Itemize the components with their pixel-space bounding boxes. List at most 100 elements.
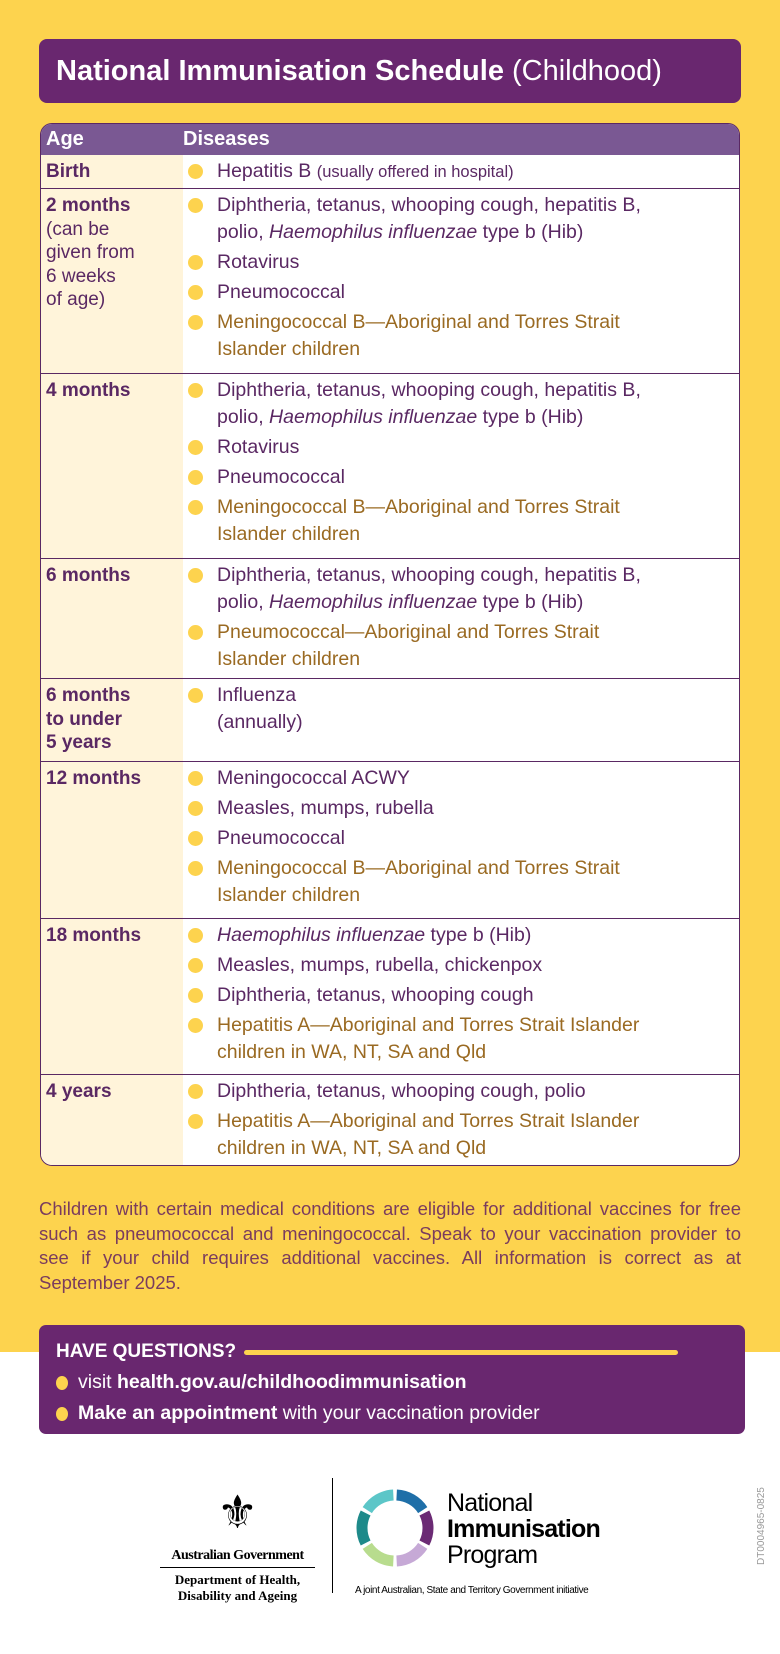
age-note: given from [46,242,135,263]
disease-segment: Islander children [217,338,361,360]
page-title: National Immunisation Schedule (Childhoo… [39,39,741,103]
disease-item: Meningococcal ACWY [183,765,739,792]
disease-segment: Meningococcal ACWY [217,767,410,789]
disease-line: Hepatitis A—Aboriginal and Torres Strait… [217,1012,639,1039]
website-link[interactable]: health.gov.au/childhoodimmunisation [117,1371,467,1393]
age-cell: 4 months [41,374,183,558]
disease-item: Diphtheria, tetanus, whooping cough, pol… [183,1078,739,1105]
disease-line: Islander children [217,646,599,673]
diseases-cell: Diphtheria, tetanus, whooping cough, hep… [183,374,739,558]
disease-segment: Diphtheria, tetanus, whooping cough, hep… [217,194,641,216]
disease-line: Meningococcal ACWY [217,765,410,792]
question-item-appointment: Make an appointment with your vaccinatio… [56,1402,745,1425]
disease-line: polio, Haemophilus influenzae type b (Hi… [217,219,641,246]
disease-segment: Diphtheria, tetanus, whooping cough, hep… [217,379,641,401]
disease-line: Islander children [217,336,620,363]
age-note: of age) [46,289,106,310]
disease-text: Rotavirus [217,434,299,461]
questions-heading: HAVE QUESTIONS? [56,1341,745,1363]
title-bold: National Immunisation Schedule [56,54,504,87]
age-note: (can be [46,218,110,240]
disease-item: Influenza (annually) [183,682,739,736]
disease-item: Measles, mumps, rubella, chickenpox [183,952,739,979]
disease-item: Rotavirus [183,249,739,276]
table-row: 4 years Diphtheria, tetanus, whooping cou… [41,1074,739,1165]
table-row: 6 months Diphtheria, tetanus, whooping co… [41,558,739,678]
disease-line: Hepatitis A—Aboriginal and Torres Strait… [217,1108,639,1135]
disease-segment: type b (Hib) [477,406,584,428]
disease-line: Diphtheria, tetanus, whooping cough [217,982,534,1009]
disease-item: Rotavirus [183,434,739,461]
bullet-icon [188,801,203,816]
disease-segment: Meningococcal B—Aboriginal and Torres St… [217,496,620,518]
disease-line: Meningococcal B—Aboriginal and Torres St… [217,855,620,882]
disease-line: Diphtheria, tetanus, whooping cough, hep… [217,192,641,219]
disease-segment: Measles, mumps, rubella [217,797,434,819]
table-header: Age Diseases [41,124,739,155]
age-cell: 18 months [41,919,183,1074]
disease-segment: children in WA, NT, SA and Qld [217,1041,487,1063]
bullet-icon [56,1406,68,1421]
diseases-cell: Diphtheria, tetanus, whooping cough, hep… [183,559,739,678]
disease-segment: Meningococcal B—Aboriginal and Torres St… [217,311,620,333]
disease-line: Rotavirus [217,434,299,461]
ring-segment [396,1542,428,1567]
bullet-icon [188,470,203,485]
age-label-line: to under [46,708,122,730]
disease-text: Pneumococcal [217,825,345,852]
disease-line: children in WA, NT, SA and Qld [217,1039,639,1066]
disease-text: Meningococcal B—Aboriginal and Torres St… [217,855,620,909]
gov-dept: Department of Health, Disability and Age… [174,1572,301,1603]
age-label: 2 months [46,195,131,216]
disease-segment: Haemophilus influenzae [217,924,426,946]
disease-segment: Pneumococcal [217,827,345,849]
diseases-cell: Hepatitis B (usually offered in hospital… [183,155,739,188]
disease-item: Meningococcal B—Aboriginal and Torres St… [183,309,739,363]
disease-segment: Meningococcal B—Aboriginal and Torres St… [217,857,620,879]
disease-segment: type b (Hib) [425,924,532,946]
disease-item: Diphtheria, tetanus, whooping cough, hep… [183,192,739,246]
disease-text: Pneumococcal—Aboriginal and Torres Strai… [217,619,599,673]
disease-line: children in WA, NT, SA and Qld [217,1135,639,1162]
questions-box: HAVE QUESTIONS? visit health.gov.au/chil… [39,1325,745,1434]
disease-segment: type b (Hib) [477,591,584,613]
disease-text: Diphtheria, tetanus, whooping cough, hep… [217,377,641,431]
disease-line: Islander children [217,882,620,909]
disease-text: Diphtheria, tetanus, whooping cough [217,982,534,1009]
disease-segment: Rotavirus [217,251,300,273]
ring-segment [362,1542,394,1567]
disease-text: Measles, mumps, rubella, chickenpox [217,952,542,979]
coat-of-arms-icon: ⚜ [216,1487,259,1538]
bullet-icon [56,1375,68,1390]
disease-segment: children in WA, NT, SA and Qld [217,1137,487,1159]
age-label: 6 months [46,565,131,586]
disease-item: Pneumococcal [183,279,739,306]
bullet-icon [188,568,203,583]
bullet-icon [188,285,203,300]
disease-text: Pneumococcal [217,279,345,306]
nip-name-3: Program [447,1541,538,1569]
disease-item: Meningococcal B—Aboriginal and Torres St… [183,855,739,909]
bullet-icon [188,315,203,330]
bullet-icon [188,1018,203,1033]
disease-segment: Haemophilus influenzae [269,591,478,613]
bullet-icon [188,988,203,1003]
disease-line: Pneumococcal—Aboriginal and Torres Strai… [217,619,599,646]
disease-segment: Measles, mumps, rubella, chickenpox [217,954,543,976]
disease-item: Meningococcal B—Aboriginal and Torres St… [183,494,739,548]
disease-segment: (annually) [217,711,303,733]
disease-segment: Islander children [217,523,361,545]
bullet-icon [188,861,203,876]
ring-segment [419,1510,434,1546]
disease-item: Pneumococcal [183,825,739,852]
disease-segment: type b (Hib) [477,221,584,243]
table-row: 6 months to under 5 years Influenza (annuall… [41,678,739,761]
age-cell: 12 months [41,762,183,918]
bullet-icon [188,958,203,973]
age-cell: 4 years [41,1075,183,1165]
age-cell: 6 months to under 5 years [41,679,183,761]
disease-line: Influenza [217,682,303,709]
disease-item: Measles, mumps, rubella [183,795,739,822]
nip-ring-icon [356,1489,434,1567]
question-item-visit: visit health.gov.au/childhoodimmunisatio… [56,1371,745,1394]
